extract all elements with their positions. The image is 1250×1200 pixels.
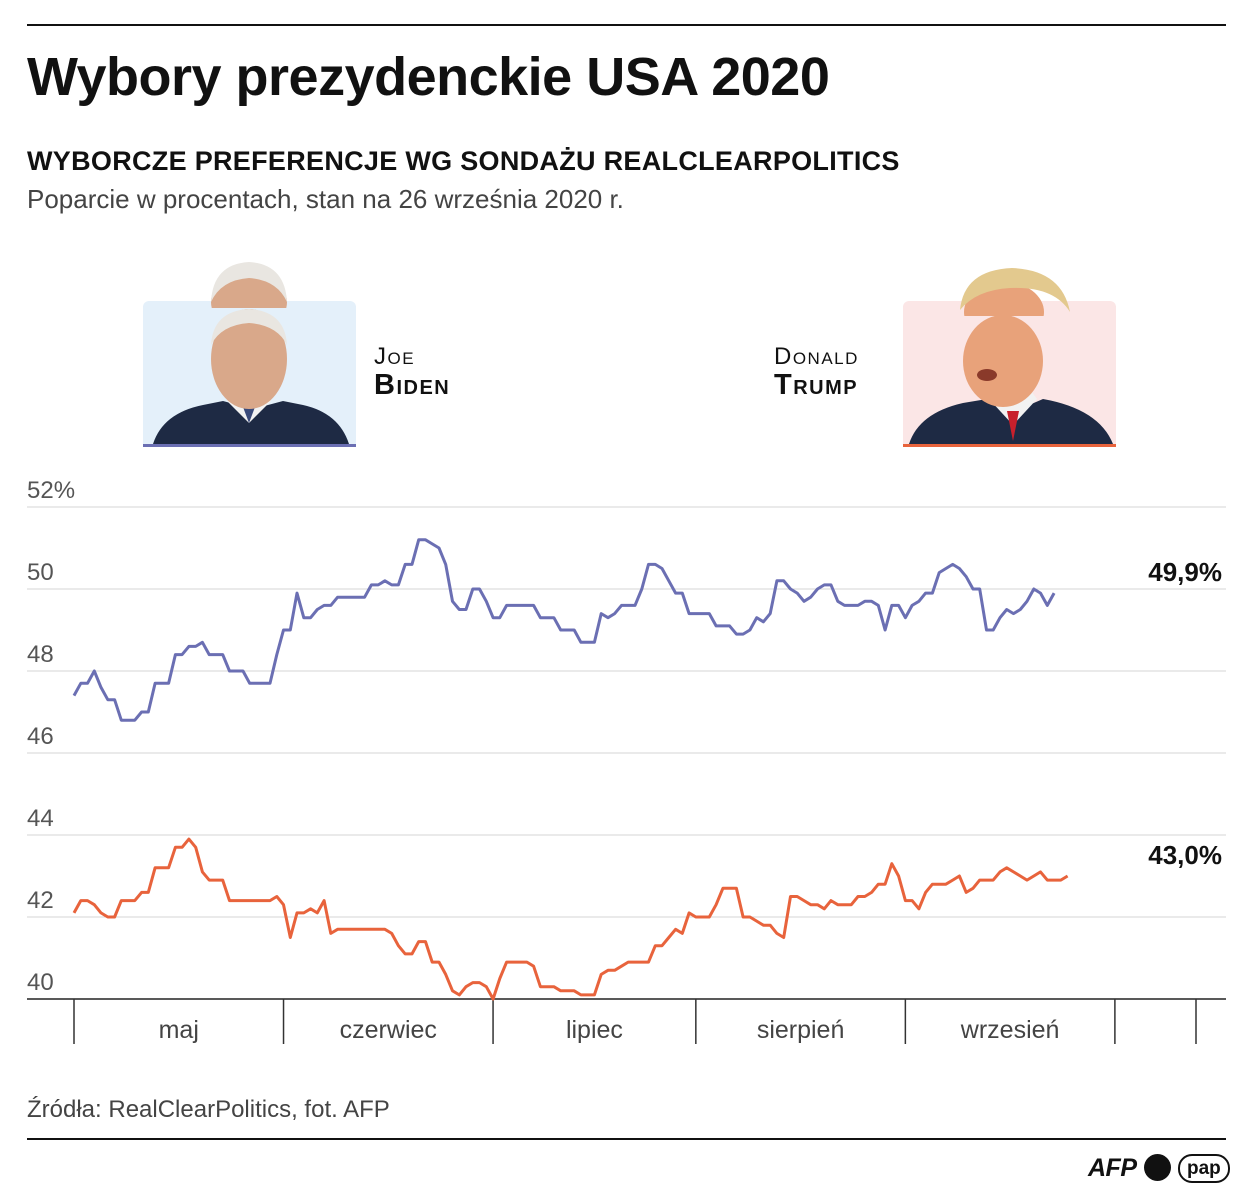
biden-portrait-icon (153, 309, 349, 444)
month-label: wrzesień (960, 1016, 1060, 1044)
afp-dot-icon (1144, 1154, 1171, 1181)
series-line-joe-biden (72, 538, 1056, 722)
y-tick-label: 44 (27, 805, 54, 832)
trump-last-name: Trump (774, 368, 859, 401)
trump-first-name: Donald (774, 343, 859, 370)
trump-portrait-icon (909, 315, 1113, 444)
bottom-rule (27, 1138, 1226, 1140)
poll-line-chart: 52% 50 48 46 44 42 40 maj czerwiec lipiec sierpień… (27, 477, 1226, 1044)
chart-subtitle: WYBORCZE PREFERENCJE WG SONDAŻU REALCLEA… (27, 146, 900, 176)
y-tick-label: 50 (27, 559, 54, 586)
trump-hair-overflow (960, 268, 1070, 316)
month-label: czerwiec (340, 1016, 437, 1044)
series-end-label: 49,9% (1148, 557, 1222, 587)
y-tick-label: 40 (27, 969, 54, 996)
trump-name-label: Donald Trump (774, 344, 859, 401)
y-tick-label: 48 (27, 641, 54, 668)
month-label: maj (159, 1016, 199, 1044)
pap-logo: pap (1178, 1154, 1230, 1183)
top-rule (27, 24, 1226, 26)
series-end-label: 43,0% (1148, 840, 1222, 870)
page-title: Wybory prezydenckie USA 2020 (27, 47, 830, 107)
biden-photo (143, 301, 356, 447)
biden-name-label: Joe Biden (374, 344, 450, 401)
biden-hair-overflow (211, 262, 287, 308)
biden-last-name: Biden (374, 368, 451, 401)
chart-description: Poparcie w procentach, stan na 26 wrześn… (27, 184, 624, 214)
trump-photo (903, 301, 1116, 447)
y-tick-label: 46 (27, 723, 54, 750)
series-line-donald-trump (72, 837, 1069, 1001)
source-note: Źródła: RealClearPolitics, fot. AFP (27, 1096, 390, 1123)
month-label: lipiec (566, 1016, 623, 1044)
y-tick-label: 42 (27, 887, 54, 914)
biden-first-name: Joe (374, 343, 416, 370)
month-label: sierpień (757, 1016, 845, 1044)
afp-logo: AFP (1088, 1154, 1137, 1182)
y-tick-label: 52% (27, 477, 75, 504)
